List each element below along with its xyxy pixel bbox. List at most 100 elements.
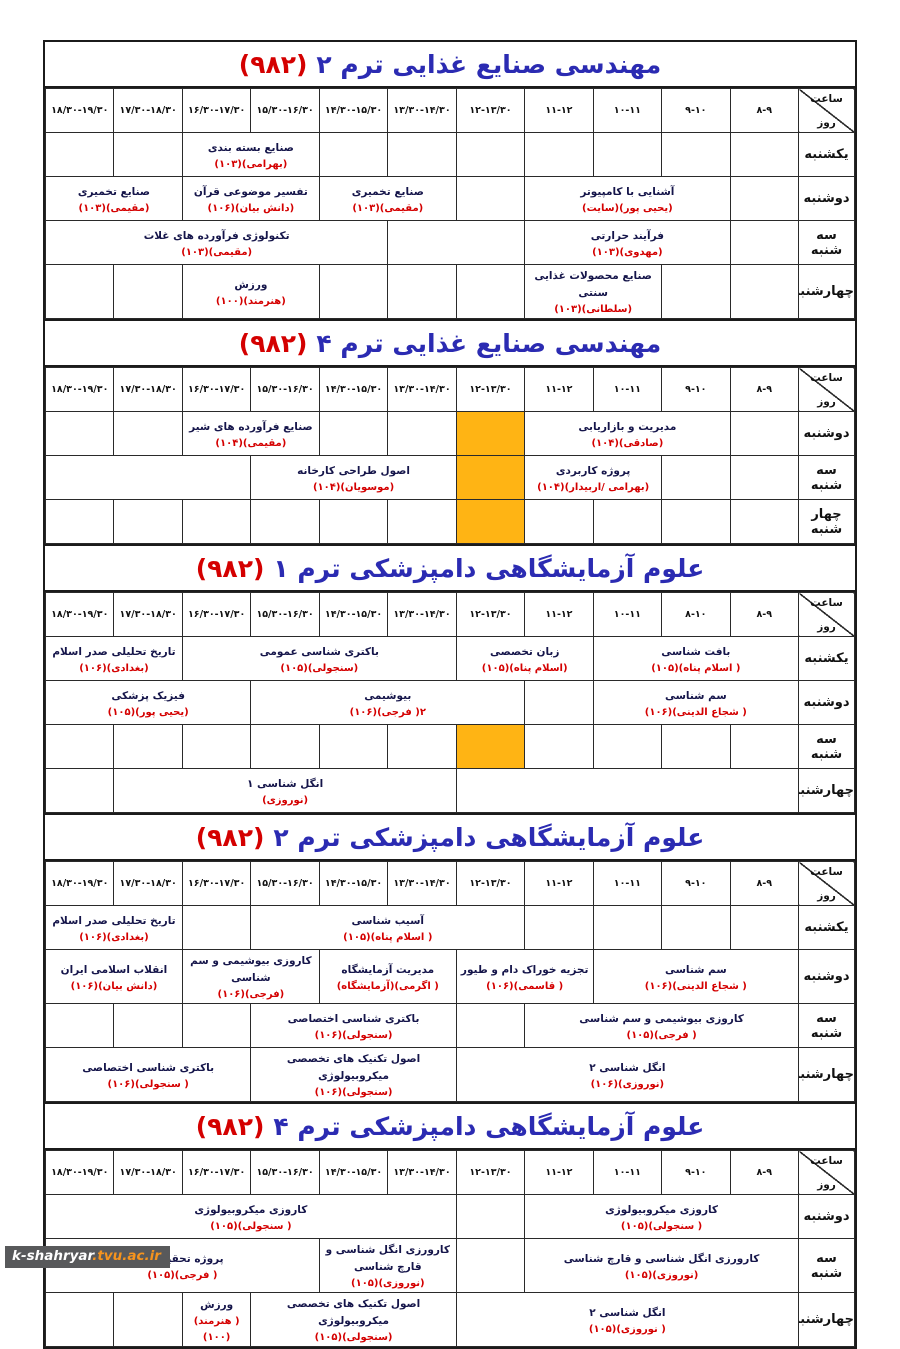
section-title-code: (۹۸۲) xyxy=(195,822,265,852)
course-teacher-room: (سنجولی)(۱۰۶) xyxy=(314,1087,393,1098)
course-cell: انگل شناسی ۲ ( نوروزی)(۱۰۵) xyxy=(455,1292,800,1347)
course-teacher-room: ( شجاع الدینی)(۱۰۶) xyxy=(644,706,747,718)
schedule-section-3: علوم آزمایشگاهی دامپزشکی ترم ۱ (۹۸۲) ساعت ر… xyxy=(43,544,857,815)
course-cell: تاریخ تحلیلی صدر اسلام (بغدادی)(۱۰۶) xyxy=(45,905,183,950)
course-teacher-room: ( اسلام پناه)(۱۰۵) xyxy=(651,662,741,674)
time-range-label: ۸-۹ xyxy=(756,105,773,116)
corner-day-label: روز xyxy=(817,396,836,408)
course-teacher-room: (یحیی پور)(سایت) xyxy=(582,202,673,214)
time-range-label: ۱۸/۳۰-۱۹/۳۰ xyxy=(51,1167,109,1178)
watermark-name: k-shahryar xyxy=(12,1248,93,1264)
time-range-label: ۱۸/۳۰-۱۹/۳۰ xyxy=(51,878,109,889)
day-row: یکشنبه آسیب شناسی ( اسلام پناه)(۱۰۵) تاریخ … xyxy=(45,905,855,950)
time-range-label: ۱۸/۳۰-۱۹/۳۰ xyxy=(51,105,109,116)
time-header-cell: ۱۶/۳۰-۱۷/۳۰ xyxy=(181,861,252,906)
time-header-cell: ۱۵/۳۰-۱۶/۳۰ xyxy=(250,592,320,637)
course-cell: صنایع فرآورده های شیر (مقیمی)(۱۰۴) xyxy=(181,411,320,456)
time-range-label: ۹-۱۰ xyxy=(685,384,707,395)
time-range-label: ۱۷/۳۰-۱۸/۳۰ xyxy=(119,878,177,889)
day-row: دوشنبه آشنایی با کامپیوتر (یحیی پور)(سایت)… xyxy=(45,176,855,221)
course-name: کاروزی بیوشیمی و سم شناسی xyxy=(190,955,312,984)
day-cell: چهارشنبه xyxy=(798,768,855,813)
time-range-label: ۱۰-۱۱ xyxy=(613,384,641,395)
course-cell: زبان تخصصی (اسلام پناه)(۱۰۵) xyxy=(455,636,594,681)
corner-time-day-cell: ساعت روز xyxy=(798,861,855,906)
course-cell: کاروزی بیوشیمی و سم شناسی ( فرجی)(۱۰۵) xyxy=(524,1003,799,1048)
empty-slot-cell xyxy=(455,768,800,813)
time-header-cell: ۱۲-۱۳/۳۰ xyxy=(455,88,526,133)
section-title: مهندسی صنایع غذایی ترم ۴ (۹۸۲) xyxy=(45,321,855,367)
course-cell: فیزیک پزشکی (یحیی پور)(۱۰۵) xyxy=(44,680,252,725)
timetable-grid: ساعت روز ۸-۹ ۹-۱۰ ۱۰-۱۱ ۱۱-۱۲ ۱۲-۱۳/۳۰ ۱۳/۳۰-۱۴… xyxy=(44,88,855,319)
time-range-label: ۱۶/۳۰-۱۷/۳۰ xyxy=(188,878,246,889)
course-teacher-room: ( اسلام پناه)(۱۰۵) xyxy=(343,931,433,943)
section-title: مهندسی صنایع غذایی ترم ۲ (۹۸۲) xyxy=(45,42,855,88)
course-name: پروژه کاربردی xyxy=(555,464,631,477)
empty-slot-cell xyxy=(113,1292,183,1347)
empty-slot-cell xyxy=(592,499,663,544)
time-header-cell: ۱۵/۳۰-۱۶/۳۰ xyxy=(250,88,320,133)
course-name: اصول تکنیک های تخصصی میکروبیولوژی xyxy=(286,1053,421,1082)
corner-day-label: روز xyxy=(817,1179,836,1191)
section-title-text: مهندسی صنایع غذایی ترم ۴ xyxy=(316,328,662,358)
time-range-label: ۸-۹ xyxy=(756,384,773,395)
time-range-label: ۸-۱۰ xyxy=(685,609,707,620)
time-header-cell: ۱۰-۱۱ xyxy=(592,1150,663,1195)
empty-slot-cell xyxy=(729,132,800,177)
timetable-stack: مهندسی صنایع غذایی ترم ۲ (۹۸۲) ساعت روز ۸-۹ ۹… xyxy=(43,40,857,1349)
course-teacher-room: (هنرمند)(۱۰۰) xyxy=(215,295,286,307)
course-teacher-room: (مقیمی)(۱۰۳) xyxy=(352,202,424,214)
course-name: کارورزی انگل شناسی و قارچ شناسی xyxy=(325,1244,450,1273)
empty-slot-cell xyxy=(181,724,252,769)
course-name: تکنولوژی فرآورده های غلات xyxy=(143,229,290,242)
time-range-label: ۱۵/۳۰-۱۶/۳۰ xyxy=(256,609,314,620)
course-cell: صنایع تخمیری (مقیمی)(۱۰۳) xyxy=(45,176,183,221)
course-teacher-room: ( هنرمند)(۱۰۰) xyxy=(193,1315,240,1343)
time-range-label: ۱۲-۱۳/۳۰ xyxy=(469,609,512,620)
time-header-cell: ۱۸/۳۰-۱۹/۳۰ xyxy=(44,861,115,906)
time-range-label: ۸-۹ xyxy=(756,609,773,620)
corner-time-label: ساعت xyxy=(810,93,843,105)
course-cell: فرآیند حرارتی (مهدوی)(۱۰۳) xyxy=(524,220,731,265)
time-range-label: ۱۴/۳۰-۱۵/۳۰ xyxy=(324,609,383,620)
day-row: چهارشنبه انگل شناسی ۲ ( نوروزی)(۱۰۵) اصول ت… xyxy=(44,1292,855,1347)
course-teacher-room: (نوروزی) xyxy=(262,794,309,806)
day-cell: یکشنبه xyxy=(798,132,855,177)
course-cell: انگل شناسی ۱ (نوروزی) xyxy=(113,768,457,813)
empty-slot-cell xyxy=(44,264,115,319)
section-title-code: (۹۸۲) xyxy=(195,553,265,583)
course-teacher-room: (بغدادی)(۱۰۶) xyxy=(79,662,149,674)
course-teacher-room: (موسویان)(۱۰۴) xyxy=(312,481,395,493)
blocked-slot-cell xyxy=(455,499,526,544)
empty-slot-cell xyxy=(592,132,663,177)
time-header-cell: ۱۴/۳۰-۱۵/۳۰ xyxy=(318,367,389,412)
empty-slot-cell xyxy=(387,499,457,544)
course-cell: صنایع بسته بندی (بهرامی)(۱۰۳) xyxy=(181,132,320,177)
course-name: کاروزی میکروبیولوژی xyxy=(605,1203,719,1216)
course-name: بافت شناسی xyxy=(661,645,731,658)
corner-day-label: روز xyxy=(817,621,836,633)
time-header-cell: ۱۳/۳۰-۱۴/۳۰ xyxy=(387,592,457,637)
time-range-label: ۱۳/۳۰-۱۴/۳۰ xyxy=(393,384,451,395)
course-teacher-room: ( سنجولی)(۱۰۵) xyxy=(210,1220,292,1232)
course-teacher-room: ( اگرمی)(آزمایشگاه) xyxy=(336,980,439,992)
course-cell: انقلاب اسلامی ایران (دانش بیان)(۱۰۶) xyxy=(45,949,183,1004)
time-header-cell: ۸-۹ xyxy=(729,1150,800,1195)
empty-slot-cell xyxy=(181,905,252,950)
day-row: سه شنبه کاروزی بیوشیمی و سم شناسی ( فرجی)(… xyxy=(44,1003,855,1048)
time-range-label: ۱۷/۳۰-۱۸/۳۰ xyxy=(119,384,177,395)
time-range-label: ۱۱-۱۲ xyxy=(545,609,573,620)
time-range-label: ۱۱-۱۲ xyxy=(545,384,573,395)
course-teacher-room: (مقیمی)(۱۰۳) xyxy=(181,246,253,258)
empty-slot-cell xyxy=(524,499,594,544)
time-range-label: ۱۷/۳۰-۱۸/۳۰ xyxy=(119,1167,177,1178)
course-name: صنایع تخمیری xyxy=(77,185,151,198)
time-header-row: ساعت روز ۸-۹ ۸-۱۰ ۱۰-۱۱ ۱۱-۱۲ ۱۲-۱۳/۳۰ ۱۳/۳۰-۱۴… xyxy=(44,592,855,637)
day-cell: دوشنبه xyxy=(798,176,855,221)
empty-slot-cell xyxy=(387,220,526,265)
time-header-cell: ۱۴/۳۰-۱۵/۳۰ xyxy=(318,1150,389,1195)
course-name: تجزیه خوراک دام و طیور xyxy=(460,963,589,976)
course-teacher-room: (بهرامی /اربیدار)(۱۰۴) xyxy=(537,481,650,493)
course-cell: تفسیر موضوعی قرآن (دانش بیان)(۱۰۶) xyxy=(181,176,320,221)
time-range-label: ۱۳/۳۰-۱۴/۳۰ xyxy=(393,1167,451,1178)
